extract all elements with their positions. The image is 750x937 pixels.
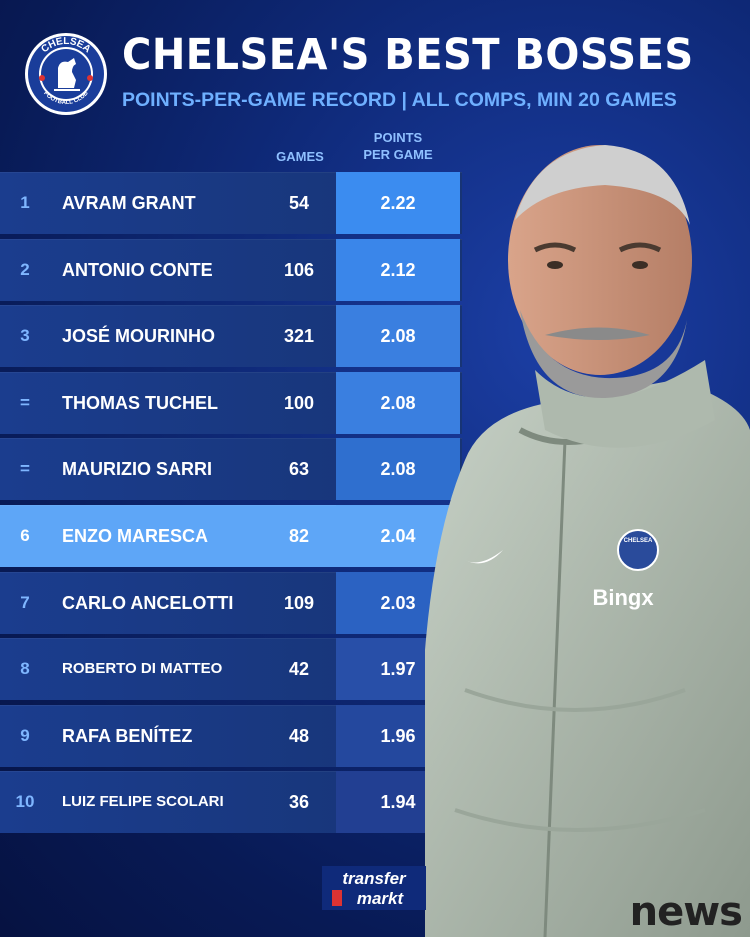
manager-name-cell: JOSÉ MOURINHO [62,326,216,347]
ppg-cell: 2.12 [336,238,460,301]
transfermarkt-logo: transfer markt [322,866,426,910]
table-row: = THOMAS TUCHEL 100 2.08 [0,371,462,434]
jacket-crest-icon [617,529,659,571]
rank-cell: 1 [20,193,30,212]
column-header-ppg: POINTS PER GAME [350,129,446,163]
table-row: 1 AVRAM GRANT 54 2.22 [0,172,462,234]
ppg-cell: 2.08 [336,371,460,434]
games-cell: 100 [283,392,315,413]
rank-cell: 9 [20,725,30,745]
games-cell: 42 [288,659,310,680]
table-row: 10 LUIZ FELIPE SCOLARI 36 1.94 [0,771,462,834]
manager-name-cell: ROBERTO DI MATTEO [62,660,223,678]
svg-text:CHELSEA: CHELSEA [39,36,92,55]
ppg-cell: 2.08 [336,305,460,368]
ppg-cell: 2.22 [336,172,460,234]
column-header-ppg-line2: PER GAME [363,147,433,162]
games-cell: 48 [288,725,310,746]
manager-name-cell: RAFA BENÍTEZ [62,725,193,746]
rank-cell: 7 [20,592,30,612]
watermark-news: news [629,889,743,935]
logo-line2: markt [357,889,405,908]
page-title: CHELSEA'S BEST BOSSES [122,30,694,80]
rank-cell: = [20,392,30,412]
games-cell: 321 [283,326,315,347]
jacket-crest-text: CHELSEA [624,538,653,544]
managers-table: 1 AVRAM GRANT 54 2.22 2 ANTONIO CONTE 10… [0,172,462,838]
manager-name-cell: LUIZ FELIPE SCOLARI [62,793,224,811]
rank-cell: 2 [20,259,30,279]
page-subtitle: POINTS-PER-GAME RECORD | ALL COMPS, MIN … [122,89,677,111]
ppg-cell: 2.08 [336,438,460,501]
logo-line1: transfer [342,869,407,888]
games-cell: 63 [288,459,310,480]
table-row: 9 RAFA BENÍTEZ 48 1.96 [0,704,462,767]
rank-cell: = [20,459,30,479]
manager-name-cell: ENZO MARESCA [62,525,209,546]
rank-cell: 10 [15,792,35,812]
column-header-ppg-line1: POINTS [373,130,423,145]
games-cell: 36 [288,792,310,813]
games-cell: 106 [283,259,315,280]
table-row: = MAURIZIO SARRI 63 2.08 [0,438,462,501]
manager-name-cell: MAURIZIO SARRI [62,459,212,480]
manager-name-cell: AVRAM GRANT [62,193,196,213]
table-row: 2 ANTONIO CONTE 106 2.12 [0,238,462,301]
manager-name-cell: CARLO ANCELOTTI [62,592,234,613]
jacket-sponsor-text: Bingx [592,585,654,610]
column-header-games: GAMES [276,149,324,164]
manager-name-cell: THOMAS TUCHEL [62,392,218,413]
crest-top-text: CHELSEA [39,36,92,55]
games-cell: 109 [283,592,315,613]
manager-photo: CHELSEA Bingx [425,145,750,937]
rank-cell: 6 [20,525,30,545]
chelsea-crest-logo: CHELSEA FOOTBALL CLUB [25,33,107,115]
table-row: 8 ROBERTO DI MATTEO 42 1.97 [0,638,462,701]
games-cell: 82 [288,525,310,546]
rank-cell: 8 [20,659,30,679]
table-row: 3 JOSÉ MOURINHO 321 2.08 [0,305,462,368]
games-cell: 54 [288,193,310,213]
rank-cell: 3 [20,326,30,346]
swoosh-icon [465,550,503,564]
manager-name-cell: ANTONIO CONTE [62,259,213,280]
table-row-highlighted: 6 ENZO MARESCA 82 2.04 [0,504,462,567]
table-row: 7 CARLO ANCELOTTI 109 2.03 [0,571,462,634]
